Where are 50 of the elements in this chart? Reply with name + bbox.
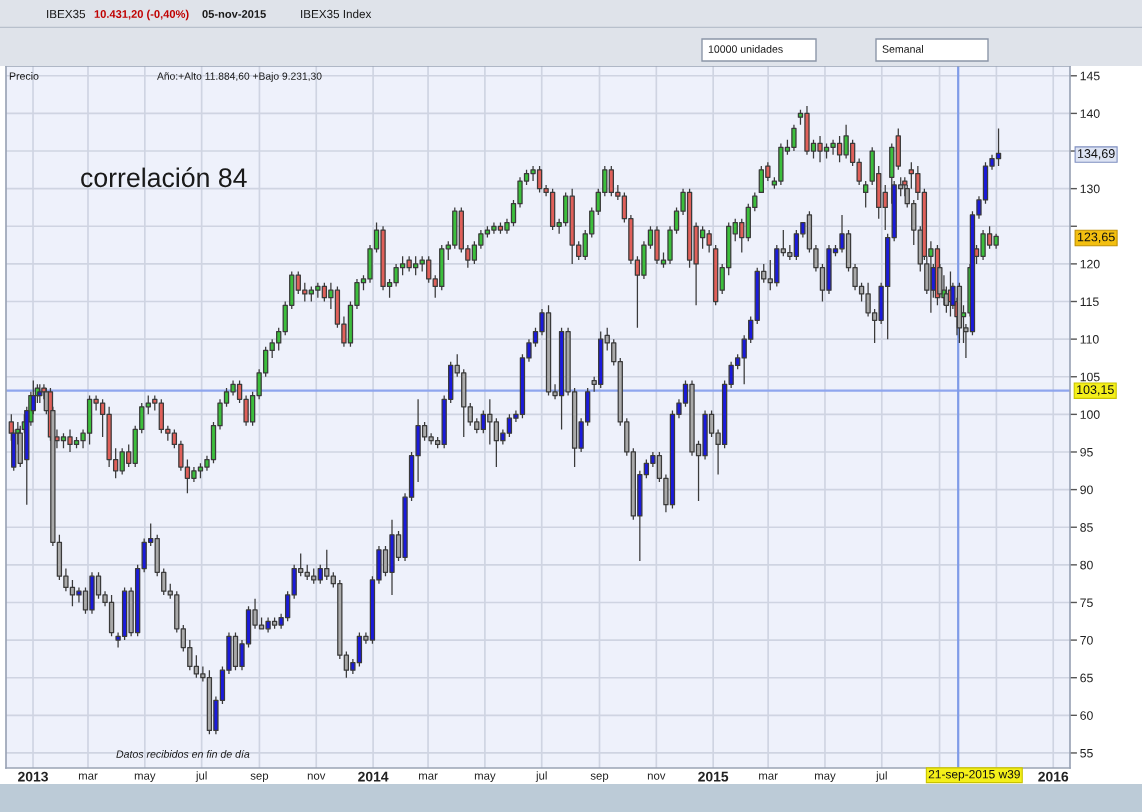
- candlestick: [993, 233, 999, 250]
- candlestick: [311, 567, 317, 585]
- candlestick: [793, 229, 800, 261]
- text: correlación 84: [81, 167, 247, 188]
- candlestick: [598, 330, 604, 389]
- candlestick: [380, 225, 386, 291]
- candlestick: [89, 571, 95, 615]
- candlestick: [536, 165, 543, 194]
- candlestick: [86, 394, 93, 446]
- candlestick: [67, 428, 73, 453]
- candlestick: [569, 188, 575, 265]
- candlestick: [60, 432, 67, 449]
- candlestick: [315, 282, 321, 299]
- candlestick: [980, 229, 986, 261]
- candlestick: [804, 105, 810, 156]
- candlestick: [506, 413, 513, 438]
- candlestick: [826, 244, 832, 295]
- candlestick: [778, 142, 784, 186]
- candlestick: [491, 221, 497, 235]
- candlestick: [121, 586, 128, 641]
- candlestick: [308, 285, 314, 303]
- candlestick: [108, 594, 115, 637]
- candlestick: [73, 436, 80, 449]
- candlestick: [356, 631, 363, 668]
- candlestick: [197, 462, 204, 479]
- candlestick: [321, 282, 328, 303]
- candlestick: [439, 244, 445, 291]
- candlestick: [843, 124, 849, 160]
- candlestick: [232, 631, 239, 671]
- candlestick: [549, 188, 556, 231]
- candlestick: [406, 255, 412, 273]
- candlestick: [823, 142, 830, 160]
- candlestick: [206, 669, 213, 735]
- candlestick: [830, 139, 836, 156]
- candlestick: [119, 447, 125, 476]
- candlestick: [158, 398, 164, 434]
- candlestick: [389, 519, 395, 596]
- candlestick: [817, 135, 823, 163]
- candlestick: [758, 165, 765, 194]
- candlestick: [558, 327, 565, 431]
- candlestick: [265, 616, 271, 634]
- candlestick: [497, 221, 504, 235]
- candlestick: [608, 165, 614, 197]
- candlestick: [654, 225, 660, 265]
- candlestick: [271, 616, 278, 630]
- candlestick: [791, 124, 797, 152]
- candlestick: [324, 549, 330, 581]
- candlestick: [995, 127, 1002, 167]
- candlestick: [545, 304, 552, 397]
- candlestick: [412, 255, 419, 276]
